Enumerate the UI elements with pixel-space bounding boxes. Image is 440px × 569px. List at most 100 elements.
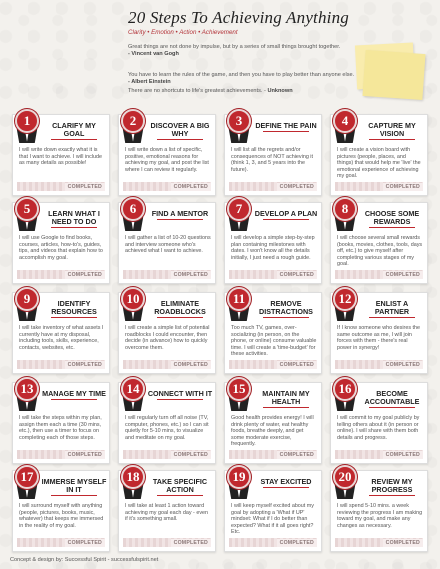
completed-bar[interactable]: COMPLETED xyxy=(17,360,105,369)
step-number: 3 xyxy=(235,113,243,128)
step-title: Maintain my health xyxy=(253,390,319,408)
completed-label: COMPLETED xyxy=(382,450,423,459)
title-underline xyxy=(157,219,203,220)
completed-bar[interactable]: COMPLETED xyxy=(229,538,317,547)
step-title-text: Define the pain xyxy=(255,121,317,130)
step-number: 15 xyxy=(232,381,246,396)
step-title-text: Learn what I need to do xyxy=(48,209,100,226)
ribbon-badge: 15 xyxy=(227,377,251,413)
completed-label: COMPLETED xyxy=(64,360,105,369)
ribbon-badge: 2 xyxy=(121,109,145,145)
completed-bar[interactable]: COMPLETED xyxy=(335,360,423,369)
completed-bar[interactable]: COMPLETED xyxy=(229,270,317,279)
step-title: Remove distractions xyxy=(253,300,319,318)
title-underline xyxy=(263,131,309,132)
ribbon-badge: 16 xyxy=(333,377,357,413)
step-number: 5 xyxy=(23,201,31,216)
step-card: 17 Immerse myself in it I will surround my… xyxy=(12,465,110,552)
step-title-text: Immerse myself in it xyxy=(41,477,107,494)
completed-bar[interactable]: COMPLETED xyxy=(123,450,211,459)
step-title-text: Enlist a partner xyxy=(374,299,410,316)
step-number: 4 xyxy=(341,113,349,128)
completed-bar[interactable]: COMPLETED xyxy=(229,182,317,191)
title-underline xyxy=(369,227,415,228)
completed-label: COMPLETED xyxy=(382,270,423,279)
completed-label: COMPLETED xyxy=(170,538,211,547)
badge-disc xyxy=(227,197,251,221)
step-title-text: Choose some rewards xyxy=(364,209,420,226)
step-title-text: Stay excited xyxy=(260,477,312,486)
step-number: 14 xyxy=(126,381,140,396)
step-title: Connect with it xyxy=(147,390,213,400)
step-card: 3 Define the pain I will list all the regr… xyxy=(224,109,322,196)
step-title: Choose some rewards xyxy=(359,210,425,228)
title-underline xyxy=(157,317,203,318)
completed-bar[interactable]: COMPLETED xyxy=(17,270,105,279)
badge-disc xyxy=(121,197,145,221)
ribbon-badge: 6 xyxy=(121,197,145,233)
step-title: Review my progress xyxy=(359,478,425,496)
quote: You have to learn the rules of the game,… xyxy=(128,72,354,86)
step-description: I will commit to my goal publicly by tel… xyxy=(337,415,420,441)
completed-bar[interactable]: COMPLETED xyxy=(123,538,211,547)
title-underline xyxy=(369,495,415,496)
quote-text: Great things are not done by impulse, bu… xyxy=(128,44,341,50)
completed-bar[interactable]: COMPLETED xyxy=(335,182,423,191)
step-card: 18 Take specific action I will take at lea… xyxy=(118,465,216,552)
badge-disc xyxy=(333,465,357,489)
step-title: Develop a plan xyxy=(253,210,319,220)
badge-disc xyxy=(121,287,145,311)
title-underline xyxy=(263,407,309,408)
ribbon-badge: 11 xyxy=(227,287,251,323)
title-underline xyxy=(51,139,97,140)
step-number: 12 xyxy=(338,291,352,306)
step-description: I will write down exactly what it is tha… xyxy=(19,147,102,167)
completed-label: COMPLETED xyxy=(64,270,105,279)
ribbon-badge: 17 xyxy=(15,465,39,501)
badge-disc xyxy=(333,109,357,133)
completed-bar[interactable]: COMPLETED xyxy=(17,450,105,459)
completed-bar[interactable]: COMPLETED xyxy=(123,270,211,279)
badge-disc xyxy=(15,109,39,133)
completed-bar[interactable]: COMPLETED xyxy=(123,182,211,191)
title-underline xyxy=(157,399,203,400)
quote-author: - Albert Einstein xyxy=(128,79,171,85)
completed-label: COMPLETED xyxy=(382,538,423,547)
step-description: I will create a simple list of potential… xyxy=(125,325,210,351)
badge-disc xyxy=(333,377,357,401)
completed-bar[interactable]: COMPLETED xyxy=(335,270,423,279)
completed-bar[interactable]: COMPLETED xyxy=(123,360,211,369)
badge-disc xyxy=(15,465,39,489)
step-description: I will write down a list of specific, po… xyxy=(125,147,209,173)
step-title: Stay excited xyxy=(253,478,319,488)
step-description: I will choose several small rewards (boo… xyxy=(337,235,423,268)
completed-bar[interactable]: COMPLETED xyxy=(17,182,105,191)
step-title-text: Take specific action xyxy=(152,477,208,494)
footer-credit: Concept & design by: Successful Spirit -… xyxy=(10,557,159,563)
step-card: 19 Stay excited I will keep myself excited… xyxy=(224,465,322,552)
completed-bar[interactable]: COMPLETED xyxy=(335,450,423,459)
title-underline xyxy=(369,317,415,318)
ribbon-badge: 9 xyxy=(15,287,39,323)
quote-text: There are no shortcuts to life's greates… xyxy=(128,88,266,94)
step-title-text: Connect with it xyxy=(147,389,213,398)
completed-label: COMPLETED xyxy=(276,538,317,547)
step-description: I will create a vision board with pictur… xyxy=(337,147,421,180)
completed-label: COMPLETED xyxy=(64,450,105,459)
step-number: 8 xyxy=(341,201,349,216)
step-description: Good health provides energy! I will drin… xyxy=(231,415,314,448)
step-description: I will surround myself with anything (pe… xyxy=(19,503,104,529)
title-underline xyxy=(263,219,309,220)
completed-bar[interactable]: COMPLETED xyxy=(335,538,423,547)
sticky-note xyxy=(362,49,426,101)
completed-label: COMPLETED xyxy=(276,360,317,369)
ribbon-badge: 12 xyxy=(333,287,357,323)
step-card: 13 Manage my time I will take the steps wi… xyxy=(12,377,110,464)
badge-disc xyxy=(121,465,145,489)
completed-bar[interactable]: COMPLETED xyxy=(229,450,317,459)
step-description: If I know someone who desires the same o… xyxy=(337,325,420,351)
step-description: I will use Google to find books, courses… xyxy=(19,235,103,261)
completed-bar[interactable]: COMPLETED xyxy=(17,538,105,547)
completed-bar[interactable]: COMPLETED xyxy=(229,360,317,369)
title-underline xyxy=(157,139,203,140)
